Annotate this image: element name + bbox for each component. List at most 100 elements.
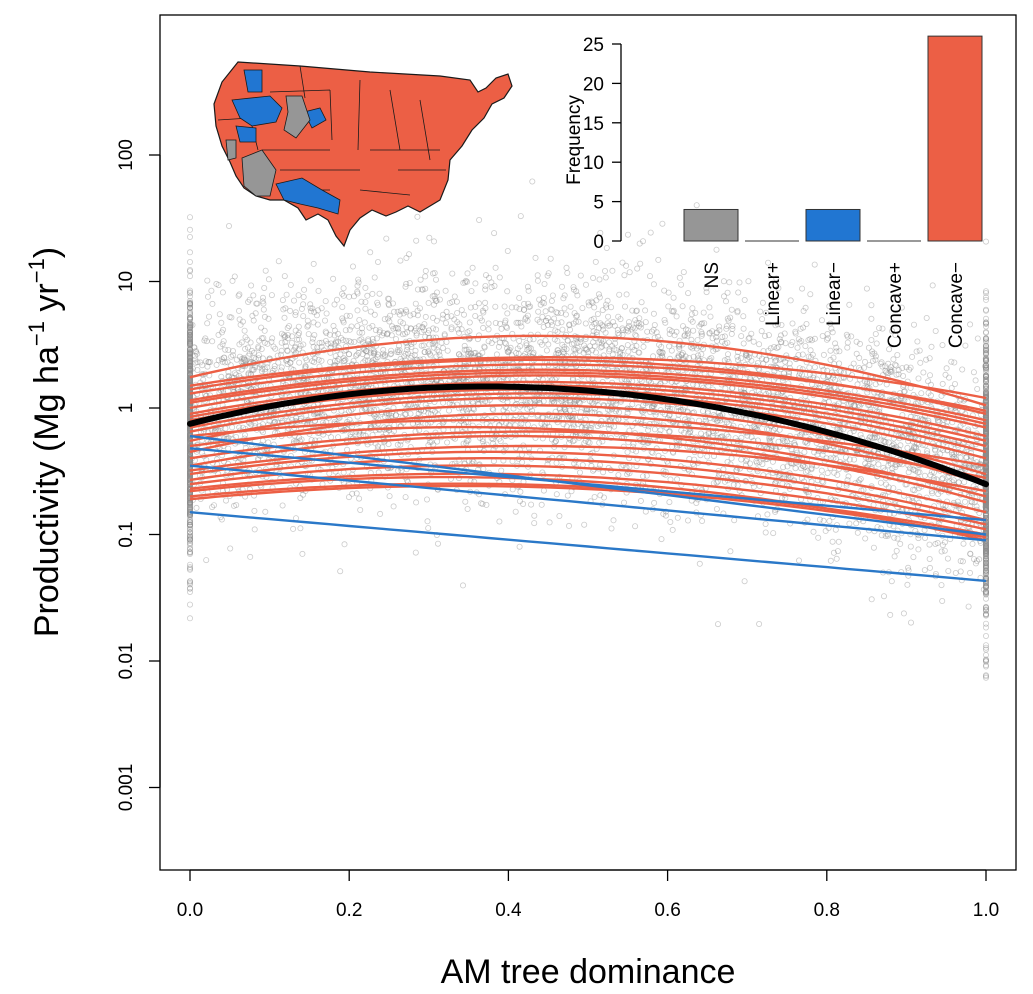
scatter-point bbox=[540, 487, 547, 494]
scatter-point bbox=[799, 351, 806, 358]
scatter-point bbox=[544, 272, 551, 279]
scatter-point bbox=[525, 287, 532, 294]
scatter-point bbox=[708, 354, 715, 361]
scatter-point bbox=[698, 321, 705, 328]
scatter-point bbox=[464, 270, 471, 277]
scatter-point bbox=[434, 438, 441, 445]
scatter-point bbox=[469, 264, 476, 271]
scatter-point bbox=[776, 336, 783, 343]
scatter-point bbox=[856, 477, 863, 484]
scatter-point bbox=[645, 427, 652, 434]
scatter-point bbox=[833, 555, 840, 562]
scatter-point bbox=[295, 323, 302, 330]
scatter-point bbox=[377, 510, 384, 517]
scatter-point bbox=[222, 346, 229, 353]
scatter-point bbox=[938, 548, 945, 555]
scatter-point bbox=[920, 369, 927, 376]
scatter-point bbox=[246, 350, 253, 357]
scatter-point bbox=[845, 473, 852, 480]
scatter-point bbox=[570, 284, 577, 291]
scatter-point bbox=[844, 344, 851, 351]
scatter-point bbox=[908, 619, 915, 626]
scatter-point bbox=[659, 349, 666, 356]
scatter-point bbox=[529, 178, 536, 185]
scatter-point bbox=[875, 461, 882, 468]
scatter-point bbox=[807, 347, 814, 354]
scatter-point bbox=[284, 361, 291, 368]
scatter-point bbox=[640, 343, 647, 350]
scatter-point bbox=[345, 351, 352, 358]
scatter-point bbox=[422, 267, 429, 274]
scatter-point bbox=[472, 312, 479, 319]
scatter-point bbox=[591, 493, 598, 500]
scatter-point bbox=[926, 541, 933, 548]
scatter-point bbox=[927, 381, 934, 388]
scatter-point bbox=[482, 272, 489, 279]
scatter-point bbox=[413, 499, 420, 506]
scatter-point bbox=[549, 322, 556, 329]
scatter-point bbox=[946, 374, 953, 381]
scatter-point bbox=[286, 323, 293, 330]
scatter-point bbox=[724, 356, 731, 363]
scatter-point bbox=[343, 312, 350, 319]
scatter-point bbox=[740, 340, 747, 347]
scatter-point bbox=[927, 372, 934, 379]
scatter-point bbox=[403, 254, 410, 261]
scatter-point bbox=[592, 258, 599, 265]
scatter-point bbox=[384, 330, 391, 337]
scatter-point bbox=[254, 300, 261, 307]
scatter-point bbox=[706, 304, 713, 311]
scatter-point bbox=[250, 366, 257, 373]
scatter-point bbox=[430, 344, 437, 351]
scatter-point bbox=[300, 491, 307, 498]
scatter-point bbox=[957, 454, 964, 461]
scatter-point bbox=[610, 517, 617, 524]
scatter-point bbox=[458, 306, 465, 313]
scatter-point bbox=[554, 337, 561, 344]
scatter-point bbox=[258, 324, 265, 331]
scatter-point bbox=[854, 529, 861, 536]
scatter-point bbox=[823, 336, 830, 343]
scatter-point bbox=[492, 319, 499, 326]
scatter-point bbox=[525, 300, 532, 307]
scatter-point bbox=[351, 338, 358, 345]
scatter-point bbox=[381, 316, 388, 323]
scatter-point bbox=[346, 312, 353, 319]
scatter-point bbox=[197, 359, 204, 366]
scatter-point bbox=[307, 277, 314, 284]
scatter-point bbox=[258, 346, 265, 353]
scatter-point bbox=[392, 336, 399, 343]
scatter-point bbox=[247, 339, 254, 346]
scatter-point bbox=[504, 247, 511, 254]
scatter-point bbox=[906, 366, 913, 373]
scatter-point bbox=[414, 213, 421, 220]
scatter-point bbox=[857, 475, 864, 482]
scatter-point bbox=[501, 339, 508, 346]
scatter-point bbox=[191, 344, 198, 351]
scatter-point bbox=[944, 555, 951, 562]
scatter-point bbox=[748, 434, 755, 441]
scatter-point bbox=[363, 347, 370, 354]
scatter-point bbox=[872, 356, 879, 363]
scatter-point bbox=[736, 279, 743, 286]
scatter-point bbox=[596, 294, 603, 301]
scatter-point bbox=[577, 338, 584, 345]
scatter-point bbox=[204, 363, 211, 370]
scatter-point bbox=[872, 330, 879, 337]
scatter-point bbox=[433, 289, 440, 296]
scatter-point bbox=[264, 340, 271, 347]
scatter-point bbox=[374, 446, 381, 453]
scatter-point bbox=[980, 586, 987, 593]
scatter-point bbox=[982, 363, 989, 370]
scatter-point bbox=[738, 333, 745, 340]
scatter-point bbox=[498, 325, 505, 332]
scatter-point bbox=[806, 364, 813, 371]
scatter-point bbox=[894, 351, 901, 358]
scatter-point bbox=[488, 284, 495, 291]
scatter-point bbox=[698, 351, 705, 358]
scatter-point bbox=[888, 368, 895, 375]
scatter-point bbox=[433, 326, 440, 333]
scatter-point bbox=[297, 525, 304, 532]
scatter-point bbox=[396, 347, 403, 354]
scatter-point bbox=[593, 329, 600, 336]
